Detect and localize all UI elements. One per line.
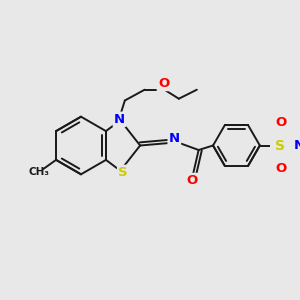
Text: N: N <box>294 139 300 152</box>
Text: N: N <box>114 113 125 126</box>
Text: O: O <box>275 116 286 129</box>
Text: S: S <box>118 166 128 179</box>
Text: N: N <box>169 132 180 145</box>
Text: S: S <box>274 139 285 152</box>
Text: O: O <box>187 174 198 187</box>
Text: CH₃: CH₃ <box>28 167 50 177</box>
Text: O: O <box>275 162 286 176</box>
Text: O: O <box>158 77 169 90</box>
